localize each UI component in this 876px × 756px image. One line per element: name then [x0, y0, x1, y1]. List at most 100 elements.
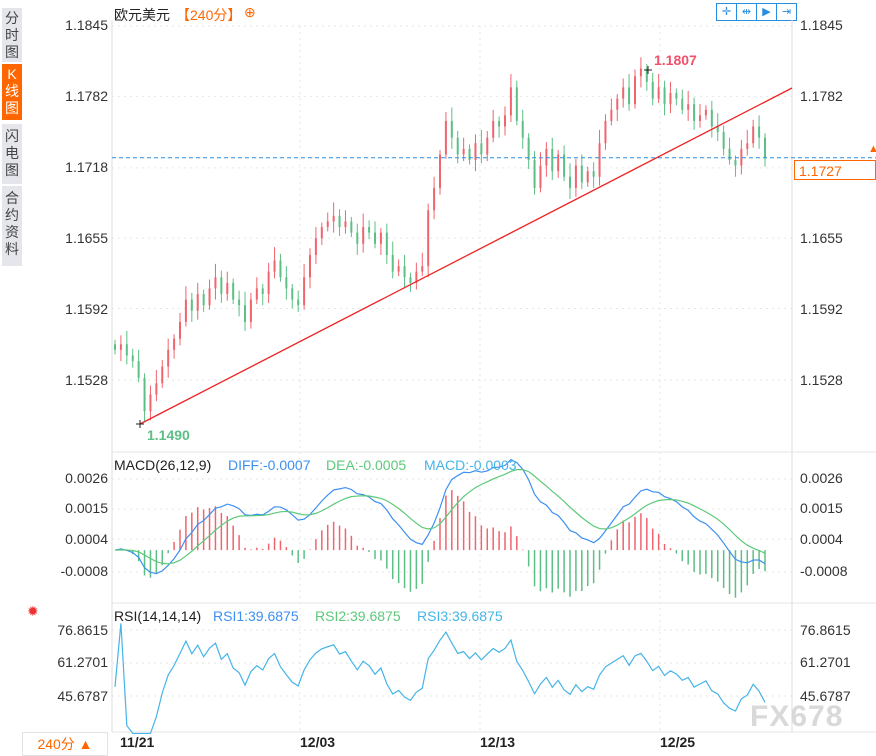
candle-body: [273, 260, 276, 272]
candle-body: [604, 120, 607, 144]
period-selector-button[interactable]: 240分 ▲: [22, 732, 108, 756]
price-tick-left: 1.1655: [65, 230, 108, 246]
candle-body: [397, 266, 400, 272]
candle-body: [539, 165, 542, 188]
macd-tick-left: 0.0004: [65, 531, 108, 547]
candle-body: [214, 277, 217, 289]
candle-body: [693, 104, 696, 121]
candle-body: [492, 120, 495, 138]
candle-body: [344, 221, 347, 228]
candle-body: [385, 232, 388, 255]
candle-body: [651, 81, 654, 99]
candle-body: [125, 344, 128, 356]
tab-time-chart[interactable]: 分时图: [2, 8, 22, 63]
candle-body: [114, 344, 116, 350]
candle-body: [155, 383, 158, 395]
candle-body: [474, 143, 477, 161]
settings-icon[interactable]: ✹: [27, 603, 39, 619]
candle-body: [758, 126, 761, 138]
candle-body: [332, 215, 335, 222]
date-tick: 11/21: [120, 734, 155, 750]
macd-tick-left: 0.0026: [65, 470, 108, 486]
rsi-tick-right: 45.6787: [800, 688, 851, 704]
macd-tick-left: -0.0008: [60, 563, 108, 579]
price-tick-right: 1.1592: [800, 301, 843, 317]
candle-body: [119, 344, 122, 350]
candle-body: [415, 271, 418, 283]
candle-body: [433, 187, 436, 211]
candle-body: [569, 176, 571, 188]
candle-body: [639, 68, 642, 77]
candle-body: [208, 288, 211, 306]
scroll-end-icon[interactable]: ⇥: [776, 3, 797, 21]
candle-body: [675, 93, 678, 99]
candle-body: [645, 68, 648, 82]
rsi-tick-right: 61.2701: [800, 654, 851, 670]
price-tick-left: 1.1592: [65, 301, 108, 317]
macd-tick-right: 0.0004: [800, 531, 843, 547]
candle-body: [403, 266, 406, 278]
macd-diff-line: [114, 458, 766, 575]
tab-contract-info[interactable]: 合约资料: [2, 186, 22, 267]
candle-body: [498, 120, 501, 127]
candle-body: [486, 137, 489, 155]
candle-body: [746, 143, 749, 149]
macd-tick-right: 0.0015: [800, 500, 843, 516]
candle-body: [320, 227, 323, 239]
candle-body: [279, 260, 282, 278]
candle-body: [657, 87, 660, 99]
candle-body: [303, 277, 306, 306]
candle-body: [527, 137, 530, 161]
macd-tick-left: 0.0015: [65, 500, 108, 516]
candle-body: [480, 143, 483, 155]
candle-body: [350, 221, 353, 233]
candle-body: [740, 148, 743, 166]
candle-body: [504, 115, 506, 127]
candle-body: [255, 288, 258, 300]
macd-dea-value: DEA:-0.0005: [326, 457, 407, 473]
watermark: FX678: [750, 700, 844, 733]
candle-body: [563, 154, 566, 177]
price-arrow-icon: ▲: [868, 143, 876, 155]
candle-body: [173, 338, 176, 350]
price-tick-left: 1.1718: [65, 159, 108, 175]
candle-body: [220, 277, 223, 295]
tab-kline-chart[interactable]: K线图: [2, 64, 22, 121]
candle-body: [184, 299, 187, 322]
tab-flash-chart[interactable]: 闪电图: [2, 124, 22, 185]
circle-plus-icon[interactable]: ⊕: [244, 4, 256, 20]
macd-tick-right: -0.0008: [800, 563, 848, 579]
sidebar: 分时图 K线图 闪电图 合约资料: [0, 0, 22, 754]
rsi-tick-left: 76.8615: [57, 622, 108, 638]
candle-body: [468, 148, 471, 161]
period-label: 【240分】: [176, 7, 242, 23]
candle-body: [137, 361, 140, 378]
candle-body: [616, 98, 619, 110]
price-tick-left: 1.1528: [65, 372, 108, 388]
macd-tick-right: 0.0026: [800, 470, 843, 486]
candle-body: [439, 154, 441, 188]
candle-body: [149, 394, 152, 412]
candle-body: [681, 98, 684, 110]
candle-body: [598, 143, 601, 177]
candle-body: [368, 227, 371, 233]
candle-body: [238, 299, 241, 306]
rsi-title: RSI(14,14,14): [114, 608, 202, 624]
high-label: 1.1807: [654, 52, 697, 68]
macd-value: MACD:-0.0003: [424, 457, 517, 473]
extreme-marker: [136, 66, 652, 428]
current-price-label: 1.1727: [794, 160, 876, 180]
candle-body: [226, 282, 229, 295]
macd-title: MACD(26,12,9): [114, 457, 212, 473]
candle-body: [291, 288, 294, 300]
candle-body: [161, 366, 164, 384]
candle-body: [456, 137, 459, 155]
price-tick-left: 1.1782: [65, 88, 108, 104]
candle-body: [669, 93, 672, 105]
rsi3-value: RSI3:39.6875: [417, 608, 503, 624]
rsi-tick-right: 76.8615: [800, 622, 851, 638]
candle-body: [699, 115, 701, 121]
candle-body: [545, 148, 548, 166]
candle-body: [551, 148, 554, 172]
